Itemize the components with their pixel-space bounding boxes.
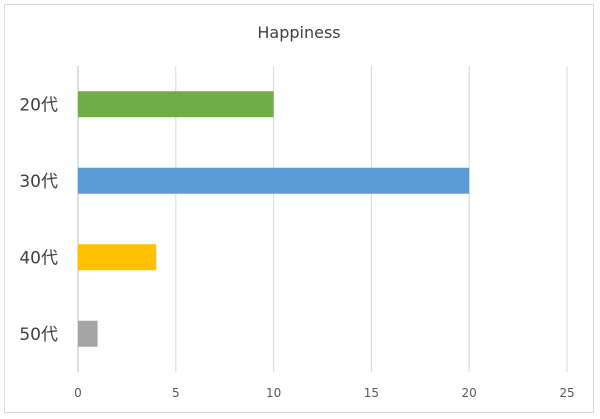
chart-area (4, 4, 594, 413)
x-tick-label: 5 (172, 386, 180, 400)
bar-4 (78, 320, 98, 347)
category-label: 40代 (19, 248, 58, 268)
x-tick-label: 0 (74, 386, 82, 400)
bar-2 (78, 167, 470, 194)
category-label: 50代 (19, 325, 58, 345)
category-label: 30代 (19, 172, 58, 192)
bars (78, 91, 470, 347)
x-tick-label: 15 (364, 386, 379, 400)
chart-title: Happiness (257, 23, 340, 42)
x-tick-label: 10 (266, 386, 281, 400)
bar-3 (78, 244, 157, 271)
x-tick-label: 25 (559, 386, 574, 400)
x-tick-labels: 0 5 10 15 20 25 (74, 386, 574, 400)
bar-1 (78, 91, 274, 118)
category-labels: 20代 30代 40代 50代 (19, 95, 58, 345)
x-tick-label: 20 (462, 386, 477, 400)
category-label: 20代 (19, 95, 58, 115)
